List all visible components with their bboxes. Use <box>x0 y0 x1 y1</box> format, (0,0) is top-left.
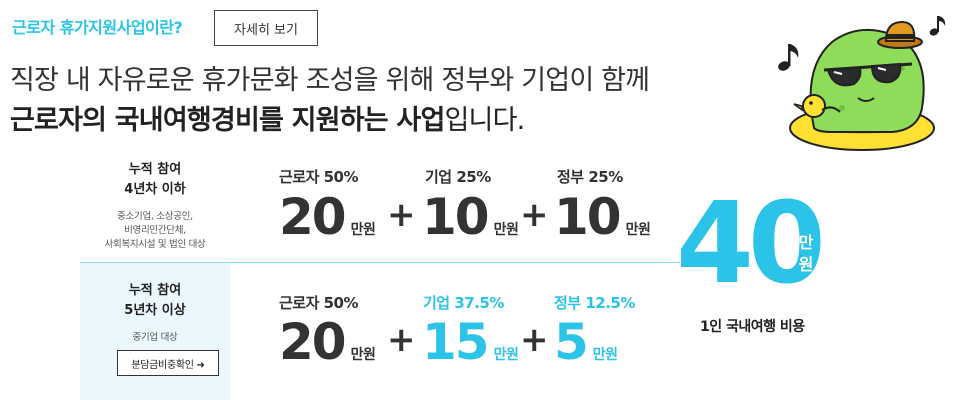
row-2-label-background <box>80 263 230 400</box>
row-1-worker-label: 근로자 50% <box>279 168 359 186</box>
row-2-title-2: 5년차 이상 <box>124 303 186 318</box>
row-1-label: 누적 참여 4년차 이하 중소기업, 소상공인, 비영리민간단체, 사회복지시설… <box>80 160 230 252</box>
row-2-plus-2: + <box>520 320 549 360</box>
row-1-desc-3: 사회복지시설 및 법인 대상 <box>104 239 206 250</box>
row-2-company-amount: 15 만원 <box>422 317 519 367</box>
row-2-gov-amount: 5 만원 <box>554 317 618 367</box>
intro-line-2: 근로자의 국내여행경비를 지원하는 사업입니다. <box>10 98 525 137</box>
row-1-company-label: 기업 25% <box>425 168 491 186</box>
row-1-desc-2: 비영리민간단체, <box>124 225 186 236</box>
row-2-label: 누적 참여 5년차 이상 중기업 대상 <box>80 281 230 345</box>
row-2-company-value: 15 <box>422 313 490 371</box>
row-1-plus-2: + <box>520 195 549 235</box>
section-title: 근로자 휴가지원사업이란? <box>12 18 183 37</box>
music-note-icon <box>778 44 799 71</box>
row-1-gov-value: 10 <box>554 188 622 246</box>
row-2-plus-1: + <box>387 320 416 360</box>
total-caption: 1인 국내여행 비용 <box>700 319 805 335</box>
row-1-company-amount: 10 만원 <box>422 192 519 242</box>
mascot-illustration <box>778 16 946 151</box>
row-2-worker-label: 근로자 50% <box>279 294 359 312</box>
row-2-company-unit: 만원 <box>493 347 519 363</box>
intro-line-2-bold: 근로자의 국내여행경비를 지원하는 사업 <box>10 105 445 136</box>
row-1-gov-amount: 10 만원 <box>554 192 651 242</box>
row-1-description: 중소기업, 소상공인, 비영리민간단체, 사회복지시설 및 법인 대상 <box>80 210 230 252</box>
row-1-worker-unit: 만원 <box>350 222 376 238</box>
row-1-company-unit: 만원 <box>493 222 519 238</box>
row-1-worker-value: 20 <box>279 188 347 246</box>
row-2-worker-amount: 20 만원 <box>279 317 376 367</box>
row-1-worker-amount: 20 만원 <box>279 192 376 242</box>
total-amount: 40 <box>676 179 826 309</box>
row-1-title-1: 누적 참여 <box>128 162 182 177</box>
intro-line-2-rest: 입니다. <box>444 105 525 136</box>
view-details-button[interactable]: 자세히 보기 <box>214 10 318 46</box>
check-share-ratio-button[interactable]: 분담금비중확인 ➜ <box>117 350 219 376</box>
row-1-gov-label: 정부 25% <box>557 168 623 186</box>
row-2-description: 중기업 대상 <box>80 331 230 345</box>
music-note-icon-2 <box>929 16 946 36</box>
row-2-gov-value: 5 <box>554 313 589 371</box>
total-unit-1: 만 <box>798 233 814 252</box>
row-2-worker-value: 20 <box>279 313 347 371</box>
row-1-plus-1: + <box>387 195 416 235</box>
row-2-worker-unit: 만원 <box>350 347 376 363</box>
intro-line-1: 직장 내 자유로운 휴가문화 조성을 위해 정부와 기업이 함께 <box>10 65 650 96</box>
row-2-gov-unit: 만원 <box>592 347 618 363</box>
row-1-company-value: 10 <box>422 188 490 246</box>
row-1-gov-unit: 만원 <box>625 222 651 238</box>
total-unit: 만 원 <box>794 232 818 276</box>
row-1-title-2: 4년차 이하 <box>124 182 186 197</box>
row-1-desc-1: 중소기업, 소상공인, <box>117 211 193 222</box>
row-2-title-1: 누적 참여 <box>128 283 182 298</box>
row-2-company-label: 기업 37.5% <box>423 294 504 312</box>
row-divider <box>80 262 680 263</box>
row-2-gov-label: 정부 12.5% <box>554 294 635 312</box>
row-2-desc-1: 중기업 대상 <box>132 332 178 343</box>
total-unit-2: 원 <box>798 255 814 274</box>
